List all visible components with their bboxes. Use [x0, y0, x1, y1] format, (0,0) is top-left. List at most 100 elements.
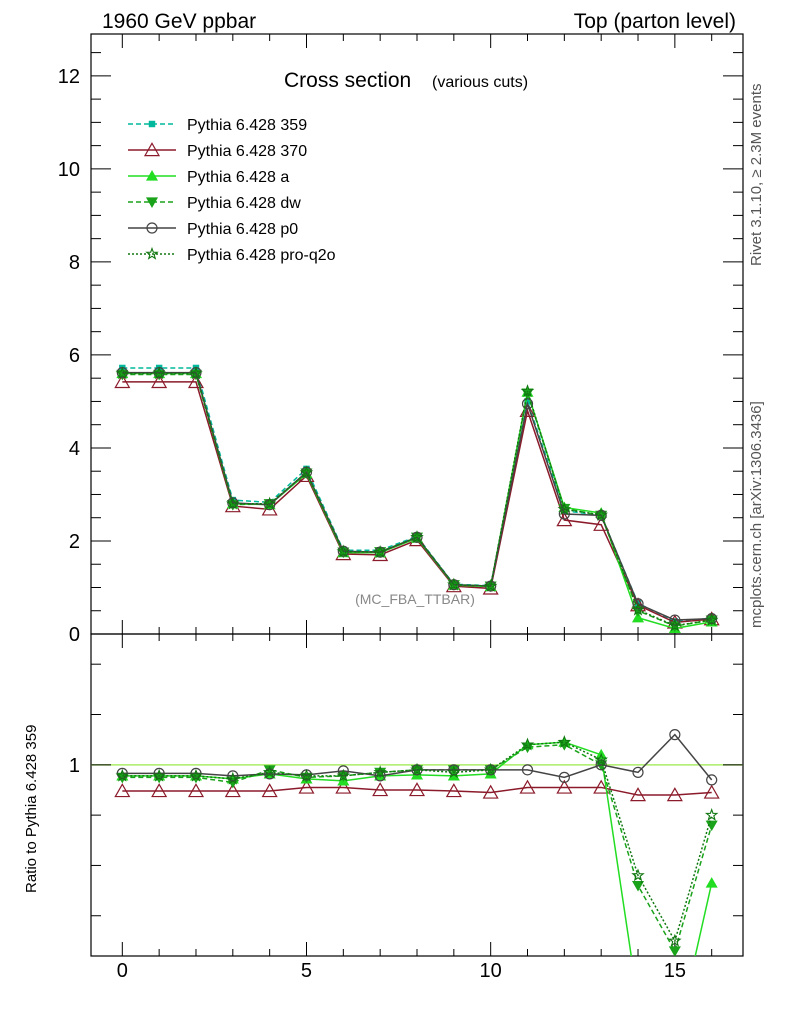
- series-pythia-6-428-pro-q2o: [115, 735, 719, 947]
- series-pythia-6-428-a: [116, 736, 718, 1006]
- ratio-y-axis-label: Ratio to Pythia 6.428 359: [23, 725, 40, 893]
- ratio-panel: 0 5 10 15 1 Ratio to Pythia 6.428 359: [23, 633, 744, 1006]
- data-point-pythia-6-428-pro-q2o: [262, 765, 277, 779]
- data-point-pythia-6-428-pro-q2o: [373, 545, 387, 558]
- x-tick-label: 15: [664, 960, 686, 982]
- data-point-pythia-6-428-pro-q2o: [668, 933, 682, 947]
- data-point-pythia-6-428-p0: [632, 598, 644, 610]
- data-point-pythia-6-428-370: [114, 783, 131, 798]
- legend-label: Pythia 6.428 a: [187, 169, 289, 186]
- legend-label: Pythia 6.428 370: [187, 143, 307, 160]
- data-point-pythia-6-428-pro-q2o: [557, 502, 572, 516]
- y-tick-label: 1: [69, 755, 80, 777]
- data-point-pythia-6-428-370: [151, 374, 168, 389]
- legend-marker: [146, 222, 158, 234]
- x-tick-label: 5: [301, 960, 312, 982]
- legend-item-pythia-6-428-pro-q2o: Pythia 6.428 pro-q2o: [128, 246, 336, 264]
- y-tick-label: 0: [69, 624, 80, 646]
- data-point-pythia-6-428-pro-q2o: [410, 530, 424, 544]
- data-point-pythia-6-428-pro-q2o: [299, 465, 314, 479]
- y-tick-label: 6: [69, 345, 80, 367]
- series-line-pythia-6-428-pro-q2o: [122, 372, 712, 627]
- data-point-pythia-6-428-p0: [669, 729, 681, 741]
- data-point-pythia-6-428-pro-q2o: [373, 765, 387, 779]
- legend-label: Pythia 6.428 359: [187, 117, 307, 134]
- data-point-pythia-6-428-pro-q2o: [262, 496, 277, 510]
- series-pythia-6-428-370: [114, 779, 720, 802]
- data-point-pythia-6-428-pro-q2o: [299, 768, 314, 782]
- data-point-pythia-6-428-pro-q2o: [668, 618, 682, 632]
- main-panel: 0 2 4 6 8 10 12 Cross section (various cuts) (…: [58, 33, 744, 646]
- data-point-pythia-6-428-pro-q2o: [447, 765, 461, 779]
- header-left-label: 1960 GeV ppbar: [102, 10, 256, 33]
- data-point-pythia-6-428-pro-q2o: [189, 366, 203, 380]
- series-line-pythia-6-428-pro-q2o: [122, 741, 713, 943]
- data-point-pythia-6-428-pro-q2o: [557, 735, 572, 748]
- x-tick-label: 0: [117, 960, 128, 982]
- data-point-pythia-6-428-pro-q2o: [483, 578, 498, 592]
- chart-title: Cross section: [284, 69, 411, 92]
- data-point-pythia-6-428-dw: [631, 880, 645, 892]
- data-point-pythia-6-428-p0: [521, 398, 534, 410]
- data-point-pythia-6-428-pro-q2o: [520, 737, 535, 751]
- data-point-pythia-6-428-370: [556, 512, 573, 527]
- data-point-pythia-6-428-pro-q2o: [447, 577, 461, 591]
- data-point-pythia-6-428-370: [114, 374, 131, 389]
- legend-label: Pythia 6.428 pro-q2o: [187, 247, 336, 264]
- data-point-pythia-6-428-p0: [706, 774, 718, 786]
- mcplots-label: mcplots.cern.ch [arXiv:1306.3436]: [748, 401, 765, 628]
- data-point-pythia-6-428-pro-q2o: [704, 808, 719, 821]
- series-line-pythia-6-428-370: [122, 381, 712, 624]
- data-point-pythia-6-428-pro-q2o: [483, 762, 498, 776]
- legend: Pythia 6.428 359 Pythia 6.428 370 Pythia 6…: [128, 117, 336, 264]
- series-line-pythia-6-428-359: [122, 367, 712, 623]
- legend-label: Pythia 6.428 dw: [187, 195, 301, 212]
- data-point-pythia-6-428-pro-q2o: [594, 507, 608, 521]
- data-point-pythia-6-428-pro-q2o: [115, 366, 130, 380]
- y-tick-label: 10: [58, 159, 80, 181]
- data-point-pythia-6-428-pro-q2o: [226, 771, 240, 785]
- data-point-pythia-6-428-370: [445, 783, 462, 798]
- data-point-pythia-6-428-a: [705, 877, 718, 888]
- data-point-pythia-6-428-a: [633, 997, 643, 1006]
- legend-marker: [145, 197, 159, 208]
- data-point-pythia-6-428-370: [261, 783, 278, 798]
- data-point-pythia-6-428-370: [703, 784, 720, 799]
- data-point-pythia-6-428-370: [151, 783, 168, 798]
- analysis-watermark: (MC_FBA_TTBAR): [355, 591, 475, 607]
- data-point-pythia-6-428-370: [629, 787, 647, 802]
- data-point-pythia-6-428-pro-q2o: [189, 768, 203, 782]
- legend-item-pythia-6-428-359: Pythia 6.428 359: [128, 117, 307, 134]
- data-point-pythia-6-428-pro-q2o: [704, 612, 719, 626]
- series-line-pythia-6-428-370: [122, 786, 712, 796]
- series-line-pythia-6-428-p0: [122, 371, 712, 621]
- data-point-pythia-6-428-pro-q2o: [594, 752, 608, 766]
- chart-subtitle: (various cuts): [432, 74, 528, 91]
- legend-item-pythia-6-428-p0: Pythia 6.428 p0: [128, 221, 298, 238]
- data-point-pythia-6-428-pro-q2o: [336, 768, 351, 782]
- series-pythia-6-428-359: [119, 364, 715, 625]
- legend-item-pythia-6-428-a: Pythia 6.428 a: [128, 169, 289, 186]
- header-right-label: Top (parton level): [574, 10, 736, 33]
- data-point-pythia-6-428-pro-q2o: [520, 384, 535, 397]
- data-point-pythia-6-428-370: [519, 779, 536, 794]
- data-point-pythia-6-428-p0: [264, 768, 276, 780]
- data-point-pythia-6-428-370: [556, 779, 573, 794]
- series-line-pythia-6-428-dw: [122, 373, 712, 627]
- series-line-pythia-6-428-p0: [122, 733, 713, 781]
- data-point-pythia-6-428-370: [666, 787, 683, 802]
- data-point-pythia-6-428-a: [631, 611, 645, 623]
- data-point-pythia-6-428-370: [187, 783, 205, 798]
- data-point-pythia-6-428-pro-q2o: [152, 366, 166, 380]
- data-point-pythia-6-428-370: [372, 782, 389, 797]
- data-point-pythia-6-428-p0: [374, 770, 386, 782]
- data-point-pythia-6-428-370: [482, 784, 499, 799]
- x-tick-label: 10: [480, 960, 502, 982]
- data-point-pythia-6-428-370: [335, 779, 352, 794]
- data-point-pythia-6-428-pro-q2o: [631, 602, 645, 616]
- legend-marker: [145, 246, 159, 260]
- series-pythia-6-428-pro-q2o: [115, 366, 719, 632]
- data-point-pythia-6-428-pro-q2o: [226, 496, 240, 510]
- y-tick-label: 2: [69, 531, 80, 553]
